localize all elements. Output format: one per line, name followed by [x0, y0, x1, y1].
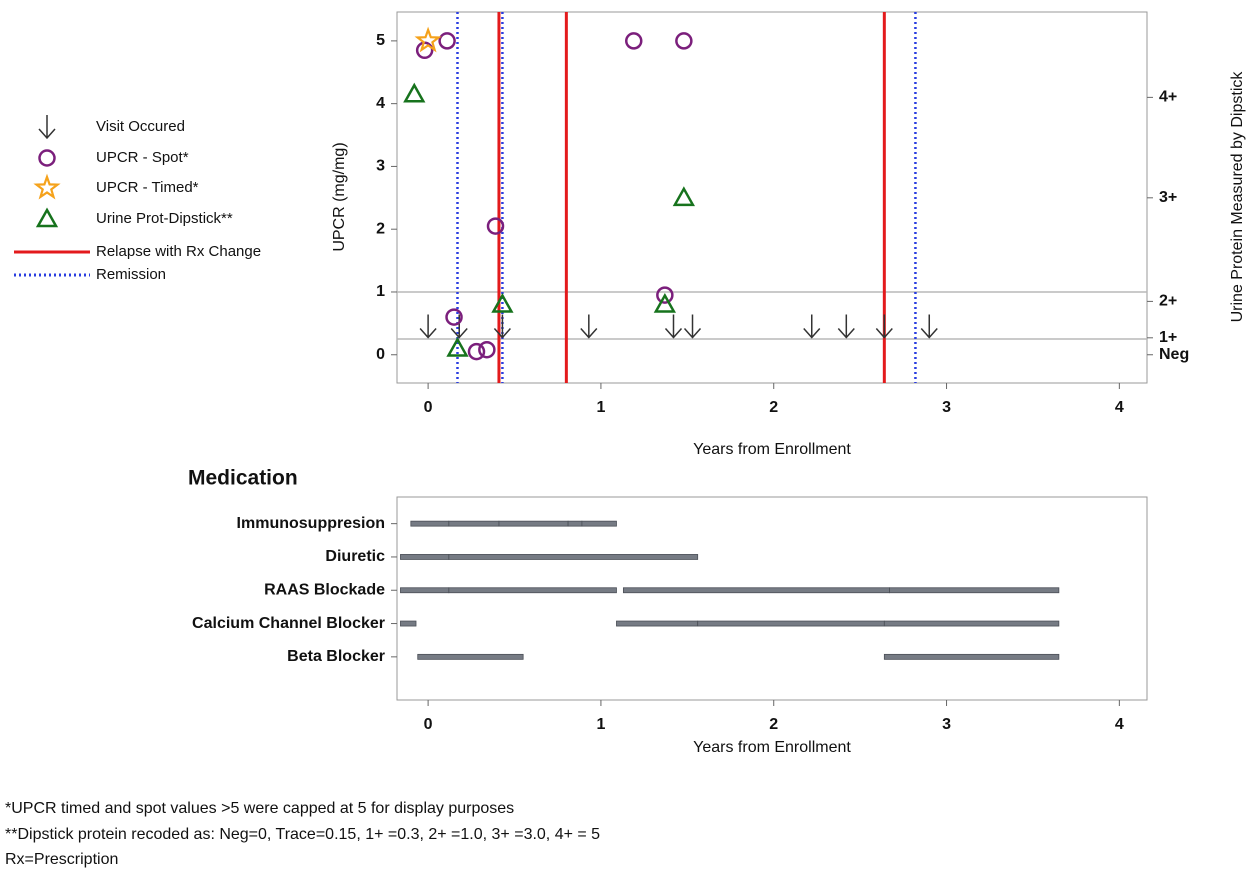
medication-bar [889, 587, 1060, 594]
x-tick-label: 4 [1115, 399, 1124, 416]
legend-label: Relapse with Rx Change [96, 243, 261, 260]
y2-tick-label: Neg [1159, 346, 1189, 363]
marker-triangle [491, 292, 514, 313]
marker-circle [656, 286, 674, 304]
y-tick-label: RAAS Blockade [264, 581, 385, 598]
y2-tick-label: 4+ [1159, 89, 1177, 106]
marker-arrow [837, 314, 855, 339]
y-tick-label: Immunosuppresion [237, 515, 385, 532]
x-tick-label: 4 [1115, 716, 1124, 733]
plot-frame [396, 11, 1148, 384]
y2-tick-label: 3+ [1159, 189, 1177, 206]
medication-bar [448, 587, 617, 594]
footnote: **Dipstick protein recoded as: Neg=0, Tr… [5, 826, 601, 843]
medication-bar [697, 620, 885, 627]
x-tick-label: 1 [596, 716, 605, 733]
marker-circle [478, 340, 496, 359]
marker-arrow [920, 314, 938, 339]
marker-arrow [875, 314, 893, 339]
marker-triangle [672, 186, 696, 207]
x-axis-label: Years from Enrollment [693, 739, 851, 756]
marker-arrow [683, 314, 702, 339]
medication-bar [410, 520, 450, 527]
y-tick-label: 2 [376, 220, 385, 237]
medication-bar [417, 653, 524, 660]
panel-title: Medication [188, 467, 298, 490]
y2-tick-label: 1+ [1159, 329, 1177, 346]
marker-star [414, 26, 442, 53]
x-tick-label: 1 [596, 399, 605, 416]
marker-arrow [450, 314, 468, 339]
medication-bar [567, 520, 583, 527]
medication-bar [883, 620, 1060, 627]
x-tick-label: 0 [424, 399, 433, 416]
marker-circle [625, 32, 643, 50]
x-tick-label: 3 [942, 399, 951, 416]
y-tick-label: Beta Blocker [287, 648, 385, 665]
x-tick-label: 3 [942, 716, 951, 733]
y-axis-label: UPCR (mg/mg) [331, 142, 348, 251]
medication-bar [616, 620, 699, 627]
y-tick-label: Diuretic [325, 548, 385, 565]
legend-label: Urine Prot-Dipstick** [96, 210, 233, 227]
marker-arrow [664, 314, 683, 339]
x-tick-label: 0 [424, 716, 433, 733]
marker-circle [38, 149, 56, 167]
marker-arrow [493, 314, 511, 339]
y-tick-label: 5 [376, 32, 385, 49]
legend-label: UPCR - Timed* [96, 179, 199, 196]
marker-circle [445, 308, 463, 326]
medication-bar [581, 520, 617, 527]
medication-bar [498, 520, 569, 527]
medication-bar [448, 520, 500, 527]
marker-triangle [653, 292, 676, 313]
marker-arrow [580, 314, 598, 339]
marker-circle [675, 32, 693, 50]
marker-circle [486, 217, 505, 235]
medication-bar [883, 653, 1060, 660]
y-tick-label: 1 [376, 283, 385, 300]
legend-label: UPCR - Spot* [96, 149, 189, 166]
medication-bar [400, 587, 450, 594]
marker-star [33, 173, 61, 200]
x-tick-label: 2 [769, 399, 778, 416]
marker-circle [415, 41, 434, 60]
y-tick-label: Calcium Channel Blocker [192, 615, 385, 632]
plot-frame [396, 496, 1148, 701]
legend-label: Visit Occured [96, 118, 185, 135]
marker-triangle [446, 336, 469, 357]
medication-bar [400, 554, 450, 560]
x-tick-label: 2 [769, 716, 778, 733]
marker-triangle [35, 207, 59, 228]
y-tick-label: 3 [376, 158, 385, 175]
marker-arrow [419, 314, 437, 339]
marker-arrow [38, 115, 56, 140]
footnote: *UPCR timed and spot values >5 were capp… [5, 800, 515, 817]
y-tick-label: 4 [376, 95, 385, 112]
y2-tick-label: 2+ [1159, 293, 1177, 310]
marker-circle [438, 32, 456, 50]
y-tick-label: 0 [376, 346, 385, 363]
marker-arrow [803, 314, 821, 339]
y2-axis-label: Urine Protein Measured by Dipstick [1229, 71, 1246, 323]
legend-label: Remission [96, 266, 166, 283]
medication-bar [400, 620, 417, 627]
x-axis-label: Years from Enrollment [693, 441, 851, 458]
marker-circle [467, 342, 486, 361]
marker-triangle [403, 82, 426, 103]
medication-bar [448, 554, 699, 560]
medication-bar [622, 587, 890, 594]
footnote: Rx=Prescription [5, 851, 119, 868]
